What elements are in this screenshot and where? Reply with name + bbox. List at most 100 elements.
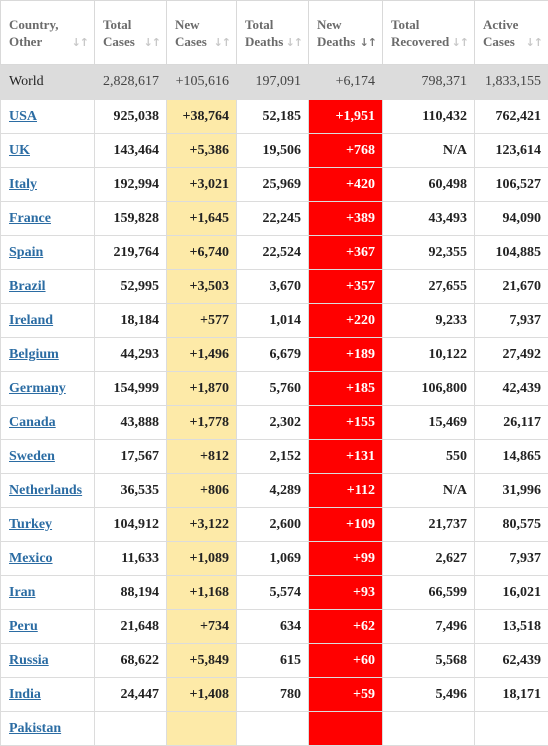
cell-total-recovered: 106,800 xyxy=(383,372,475,406)
cell-active-cases: 1,833,155 xyxy=(475,65,548,100)
cell-total-deaths: 22,524 xyxy=(237,236,309,270)
header-total-deaths[interactable]: Total Deaths↓↑ xyxy=(237,1,309,65)
sort-arrows-icon[interactable]: ↓↑ xyxy=(144,34,160,51)
cell-new-cases: +1,496 xyxy=(167,338,237,372)
country-link[interactable]: Sweden xyxy=(9,449,55,464)
header-label-line2: Cases xyxy=(175,34,207,49)
cell-total-cases: 17,567 xyxy=(95,440,167,474)
country-link[interactable]: Iran xyxy=(9,585,35,600)
cell-total-cases: 192,994 xyxy=(95,168,167,202)
cell-new-deaths: +93 xyxy=(309,576,383,610)
country-link[interactable]: France xyxy=(9,211,51,226)
cell-total-deaths: 634 xyxy=(237,610,309,644)
cell-total-cases: 925,038 xyxy=(95,100,167,134)
country-link[interactable]: Turkey xyxy=(9,517,52,532)
cell-total-recovered: 2,627 xyxy=(383,542,475,576)
country-link[interactable]: India xyxy=(9,687,41,702)
cell-total-cases: 154,999 xyxy=(95,372,167,406)
cell-total-deaths: 2,600 xyxy=(237,508,309,542)
cell-new-deaths: +420 xyxy=(309,168,383,202)
cell-new-deaths: +367 xyxy=(309,236,383,270)
country-link[interactable]: Ireland xyxy=(9,313,53,328)
cell-new-deaths: +185 xyxy=(309,372,383,406)
sort-arrows-icon[interactable]: ↓↑ xyxy=(526,34,542,51)
cell-new-cases: +577 xyxy=(167,304,237,338)
cell-new-deaths: +220 xyxy=(309,304,383,338)
cell-total-deaths: 5,760 xyxy=(237,372,309,406)
cell-total-recovered: 10,122 xyxy=(383,338,475,372)
cell-new-deaths: +189 xyxy=(309,338,383,372)
sort-arrows-icon[interactable]: ↓↑ xyxy=(360,34,376,51)
country-link[interactable]: Italy xyxy=(9,177,37,192)
country-link[interactable]: Canada xyxy=(9,415,56,430)
sort-arrows-icon[interactable]: ↓↑ xyxy=(452,34,468,51)
cell-total-cases: 219,764 xyxy=(95,236,167,270)
cell-active-cases xyxy=(475,712,548,746)
cell-total-cases: 159,828 xyxy=(95,202,167,236)
country-link[interactable]: Pakistan xyxy=(9,721,61,736)
cell-total-cases xyxy=(95,712,167,746)
header-label-line1: Total xyxy=(103,17,131,32)
country-link[interactable]: UK xyxy=(9,143,30,158)
cell-new-deaths xyxy=(309,712,383,746)
cell-total-deaths: 1,069 xyxy=(237,542,309,576)
cell-total-recovered: 110,432 xyxy=(383,100,475,134)
cell-active-cases: 80,575 xyxy=(475,508,548,542)
cell-total-cases: 24,447 xyxy=(95,678,167,712)
cell-total-recovered: 5,496 xyxy=(383,678,475,712)
country-link[interactable]: Brazil xyxy=(9,279,46,294)
cell-new-cases: +5,849 xyxy=(167,644,237,678)
header-country-other[interactable]: Country, Other ↓↑ xyxy=(1,1,95,65)
country-link[interactable]: Belgium xyxy=(9,347,59,362)
cell-new-deaths: +60 xyxy=(309,644,383,678)
header-label-line2: Deaths xyxy=(245,34,283,49)
country-link[interactable]: Netherlands xyxy=(9,483,82,498)
cell-new-cases: +3,021 xyxy=(167,168,237,202)
cell-country-other: Pakistan xyxy=(1,712,95,746)
cell-new-cases: +5,386 xyxy=(167,134,237,168)
country-link[interactable]: Mexico xyxy=(9,551,53,566)
header-label-line1: New xyxy=(317,17,342,32)
sort-arrows-icon[interactable]: ↓↑ xyxy=(72,34,88,51)
country-link[interactable]: Peru xyxy=(9,619,38,634)
cell-country-other: Italy xyxy=(1,168,95,202)
header-label-line1: Total xyxy=(245,17,273,32)
cell-country-other: Turkey xyxy=(1,508,95,542)
sort-arrows-icon[interactable]: ↓↑ xyxy=(214,34,230,51)
cell-country-other: Ireland xyxy=(1,304,95,338)
cell-new-cases: +1,870 xyxy=(167,372,237,406)
cell-active-cases: 762,421 xyxy=(475,100,548,134)
cell-total-deaths: 19,506 xyxy=(237,134,309,168)
header-label-line2: Other xyxy=(9,34,42,49)
cell-active-cases: 106,527 xyxy=(475,168,548,202)
cell-new-deaths: +155 xyxy=(309,406,383,440)
cell-total-deaths: 3,670 xyxy=(237,270,309,304)
cell-total-recovered: 43,493 xyxy=(383,202,475,236)
cell-total-deaths: 5,574 xyxy=(237,576,309,610)
header-label-line1: Total xyxy=(391,17,419,32)
cell-country-other: Netherlands xyxy=(1,474,95,508)
cell-total-recovered: 9,233 xyxy=(383,304,475,338)
cell-active-cases: 13,518 xyxy=(475,610,548,644)
cell-new-cases: +1,168 xyxy=(167,576,237,610)
cell-new-deaths: +6,174 xyxy=(309,65,383,100)
cell-new-cases: +6,740 xyxy=(167,236,237,270)
country-link[interactable]: Spain xyxy=(9,245,43,260)
country-link[interactable]: Russia xyxy=(9,653,49,668)
cell-new-deaths: +389 xyxy=(309,202,383,236)
sort-arrows-icon[interactable]: ↓↑ xyxy=(286,34,302,51)
country-link[interactable]: USA xyxy=(9,109,37,124)
cell-total-deaths: 1,014 xyxy=(237,304,309,338)
header-label-line1: Country, xyxy=(9,17,58,32)
country-link[interactable]: Germany xyxy=(9,381,66,396)
